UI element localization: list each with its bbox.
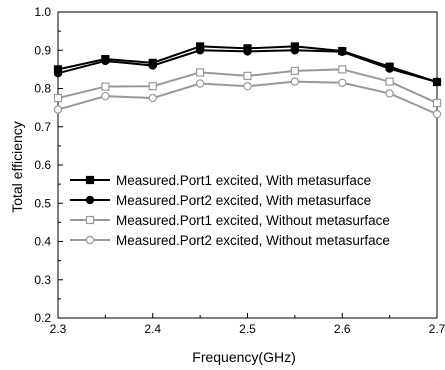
series-3 — [53, 65, 442, 108]
y-tick-label: 0.8 — [34, 82, 51, 96]
series-2 — [53, 46, 442, 87]
series-4-point — [385, 89, 394, 98]
series-3-point — [338, 65, 347, 74]
legend-label: Measured.Port1 excited, With metasurface — [116, 173, 371, 188]
series-2-point — [195, 46, 205, 55]
series-2-point — [148, 61, 157, 70]
series-3-point — [53, 93, 63, 103]
legend: Measured.Port1 excited, With metasurface… — [70, 173, 390, 248]
plot-area — [57, 11, 438, 319]
legend-label: Measured.Port2 excited, With metasurface — [116, 193, 371, 208]
series-3-point — [101, 82, 110, 91]
y-axis-title: Total efficiency — [9, 121, 25, 213]
x-axis-title: Frequency(GHz) — [192, 349, 295, 365]
series-4-point — [53, 105, 63, 114]
series-3-point — [243, 71, 252, 80]
series-2-point — [432, 77, 442, 87]
series-2-point — [101, 56, 110, 66]
legend-item-4: Measured.Port2 excited, Without metasurf… — [70, 233, 390, 248]
series-4-point — [195, 79, 205, 88]
series-2-point — [385, 64, 394, 73]
x-tick-label: 2.6 — [334, 322, 351, 336]
x-axis: 2.3 2.4 2.5 2.6 2.7 — [50, 313, 445, 336]
series-2-point — [290, 46, 300, 55]
series-4-point — [338, 78, 347, 87]
series-3-point — [196, 68, 205, 77]
legend-marker — [85, 195, 95, 205]
x-tick-label: 2.5 — [239, 322, 256, 336]
y-tick-label: 0.4 — [34, 235, 51, 249]
series-4-point — [243, 82, 252, 91]
x-tick-label: 2.7 — [429, 322, 445, 336]
series-4 — [53, 77, 442, 119]
legend-marker — [85, 215, 95, 225]
series-4-point — [290, 77, 300, 86]
x-tick-label: 2.4 — [144, 322, 161, 336]
series-group — [53, 42, 442, 119]
legend-marker — [85, 175, 95, 185]
y-tick-label: 1.0 — [34, 5, 51, 19]
y-axis: 0.2 0.3 0.4 0.5 0.6 0.7 0.8 0.9 1.0 — [34, 5, 63, 325]
y-tick-label: 0.7 — [34, 120, 51, 134]
series-2-point — [53, 68, 63, 78]
series-2-point — [243, 47, 252, 56]
series-2-point — [338, 47, 347, 56]
legend-label: Measured.Port1 excited, Without metasurf… — [116, 213, 390, 228]
y-tick-label: 0.6 — [34, 158, 51, 172]
series-3-point — [432, 98, 442, 108]
series-3-point — [290, 66, 299, 76]
legend-label: Measured.Port2 excited, Without metasurf… — [116, 233, 390, 248]
y-tick-label: 0.2 — [34, 311, 51, 325]
series-3-point — [148, 82, 157, 91]
legend-item-3: Measured.Port1 excited, Without metasurf… — [70, 213, 390, 228]
x-tick-label: 2.3 — [50, 322, 67, 336]
y-tick-label: 0.5 — [34, 196, 51, 210]
series-3-point — [385, 77, 394, 86]
legend-marker — [85, 235, 95, 245]
series-4-point — [432, 109, 442, 119]
series-4-point — [101, 91, 110, 101]
legend-item-2: Measured.Port2 excited, With metasurface — [70, 193, 371, 208]
legend-item-1: Measured.Port1 excited, With metasurface — [70, 173, 371, 188]
series-4-point — [148, 93, 157, 103]
y-tick-label: 0.9 — [34, 43, 51, 57]
y-tick-label: 0.3 — [34, 273, 51, 287]
plot-frame — [57, 11, 438, 319]
